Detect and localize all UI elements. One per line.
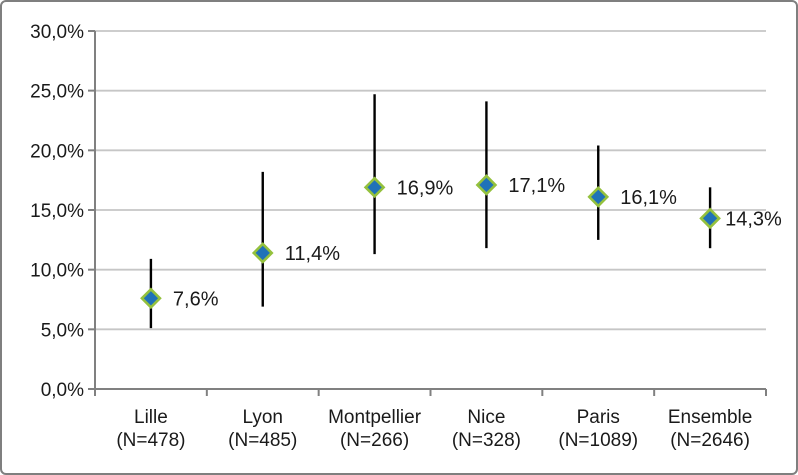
data-point-marker: [699, 207, 721, 230]
x-axis-category-name: Ensemble: [668, 407, 753, 428]
data-point-marker: [587, 186, 610, 208]
x-axis-category-name: Nice: [467, 407, 505, 428]
y-axis-tick-label: 30,0%: [30, 22, 84, 43]
data-point-marker: [140, 287, 162, 310]
x-axis-category-n: (N=478): [116, 430, 185, 451]
x-axis-category-n: (N=485): [228, 430, 297, 451]
data-point-label: 7,6%: [173, 288, 219, 310]
data-point-label: 11,4%: [285, 243, 340, 265]
y-axis-tick-label: 0,0%: [41, 380, 84, 401]
data-point-label: 16,9%: [397, 177, 454, 199]
data-point-marker: [251, 242, 274, 264]
y-axis-tick-label: 5,0%: [41, 320, 84, 341]
x-axis-category-name: Lyon: [243, 407, 284, 428]
data-point-label: 17,1%: [508, 175, 565, 197]
y-axis-tick-label: 15,0%: [30, 201, 84, 222]
x-axis-category-n: (N=2646): [670, 430, 750, 451]
x-axis-category-name: Montpellier: [328, 407, 422, 428]
x-axis-category-name: Paris: [577, 407, 620, 428]
y-axis-tick-label: 10,0%: [30, 261, 84, 282]
data-point-marker: [363, 176, 386, 199]
y-axis-tick-label: 25,0%: [30, 82, 84, 103]
y-axis-tick-label: 20,0%: [30, 141, 84, 162]
x-axis-category-n: (N=266): [340, 430, 409, 451]
data-point-label: 14,3%: [725, 208, 782, 230]
x-axis-category-n: (N=328): [452, 430, 521, 451]
x-axis-category-name: Lille: [134, 407, 168, 428]
data-point-label: 16,1%: [620, 187, 677, 209]
data-point-marker: [475, 174, 498, 196]
x-axis-category-n: (N=1089): [558, 430, 638, 451]
